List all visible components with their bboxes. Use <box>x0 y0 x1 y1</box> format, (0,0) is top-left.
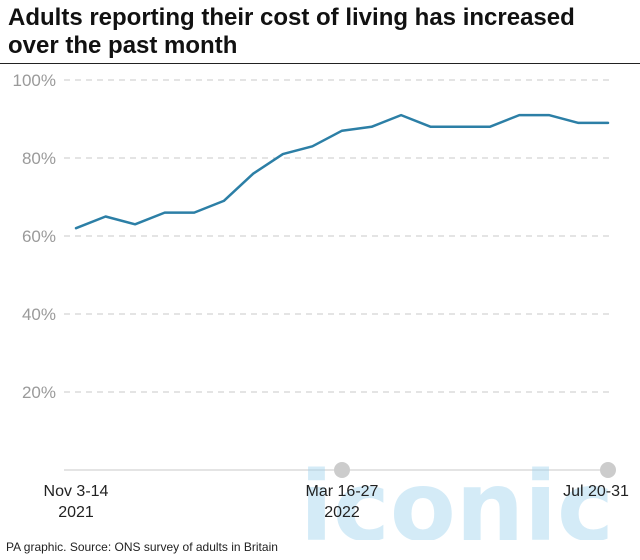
x-tick-label: Jul 20-31 <box>563 483 629 500</box>
series-line <box>74 113 610 230</box>
source-note: PA graphic. Source: ONS survey of adults… <box>6 540 278 554</box>
y-tick-label: 20% <box>22 383 56 402</box>
y-tick-label: 40% <box>22 305 56 324</box>
title-divider <box>0 63 640 64</box>
y-tick-label: 80% <box>22 149 56 168</box>
y-tick-label: 60% <box>22 227 56 246</box>
watermark-text: iconic <box>300 451 614 540</box>
x-tick-label: 2021 <box>58 504 94 521</box>
watermark: iconic <box>300 451 614 540</box>
grid-lines <box>64 79 612 471</box>
x-tick-label: 2022 <box>324 504 360 521</box>
x-tick-label: Nov 3-14 <box>44 483 109 500</box>
y-tick-labels: 20% 40% 60% 80% 100% <box>13 71 56 402</box>
series-polyline <box>74 113 610 230</box>
line-chart: 20% 40% 60% 80% 100% iconic Nov 3-14 2021 Mar … <box>13 71 629 540</box>
x-tick-labels: Nov 3-14 2021 Mar 16-27 2022 Jul 20-31 <box>44 483 629 521</box>
x-axis-marker <box>334 462 350 478</box>
y-tick-label: 100% <box>13 71 56 90</box>
x-axis-marker <box>600 462 616 478</box>
x-markers <box>334 462 616 478</box>
x-tick-label: Mar 16-27 <box>306 483 379 500</box>
chart-title: Adults reporting their cost of living ha… <box>8 4 575 59</box>
